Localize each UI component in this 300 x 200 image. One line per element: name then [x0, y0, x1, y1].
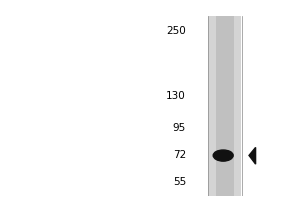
Text: 72: 72 [173, 150, 186, 160]
Polygon shape [249, 147, 256, 164]
Text: 130: 130 [166, 91, 186, 101]
Text: 95: 95 [173, 123, 186, 133]
Bar [208, 16, 242, 196]
Text: 55: 55 [173, 177, 186, 187]
Ellipse shape [213, 150, 233, 161]
Text: 250: 250 [166, 26, 186, 36]
Bar [216, 16, 234, 196]
